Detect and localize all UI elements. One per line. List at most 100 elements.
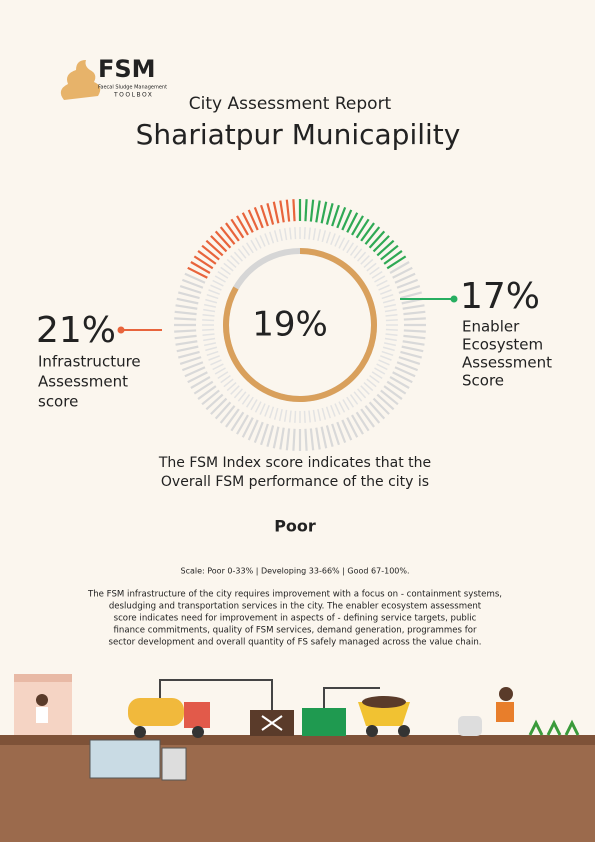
gauge-tick xyxy=(266,203,275,225)
gauge-tick xyxy=(398,356,421,365)
gauge-inner-tick xyxy=(378,359,390,366)
gauge-inner-tick xyxy=(223,378,234,388)
gauge-inner-tick xyxy=(317,228,322,242)
gauge-inner-tick xyxy=(363,381,374,392)
gauge-inner-tick xyxy=(342,239,350,251)
gauge-inner-tick xyxy=(259,403,266,415)
gauge-tick xyxy=(253,206,264,229)
gauge-tick xyxy=(315,427,321,450)
text-line: finance commitments, quality of FSM serv… xyxy=(113,626,477,636)
gauge-inner-tick xyxy=(371,270,383,279)
gauge-tick xyxy=(341,419,353,441)
gauge-tick xyxy=(372,235,390,253)
gauge-inner-tick xyxy=(226,381,237,392)
gauge-tick xyxy=(315,200,321,223)
gauge-inner-tick xyxy=(303,410,306,423)
gauge-inner-tick xyxy=(230,255,240,265)
gauge-tick xyxy=(341,209,353,231)
wheel xyxy=(192,726,204,738)
gauge-inner-tick xyxy=(380,355,392,361)
text-line: The FSM Index score indicates that the xyxy=(158,455,431,471)
gauge-inner-tick xyxy=(381,294,394,300)
gauge-inner-tick xyxy=(254,237,262,249)
gauge-inner-tick xyxy=(356,251,367,262)
gauge-inner-tick xyxy=(208,355,220,361)
gauge-inner-tick xyxy=(206,294,219,300)
gauge-tick xyxy=(389,376,410,389)
gauge-tick xyxy=(241,417,254,438)
gauge-tick xyxy=(197,385,217,400)
gauge-tick xyxy=(175,304,198,310)
logo-brand: TOOLBOX xyxy=(113,92,153,99)
gauge-inner-tick xyxy=(283,409,288,422)
gauge-inner-tick xyxy=(250,239,258,251)
gauge-tick xyxy=(174,310,197,316)
text-line: Enabler xyxy=(462,318,520,336)
gauge-tick xyxy=(247,209,259,231)
gauge-tick xyxy=(230,411,245,432)
gauge-tick xyxy=(403,317,426,321)
gauge-tick xyxy=(351,215,364,236)
gauge-tick xyxy=(401,345,424,353)
gauge-tick xyxy=(205,239,224,257)
gauge-tick xyxy=(197,250,217,265)
gauge-tick xyxy=(174,317,197,321)
gauge-inner-tick xyxy=(346,396,355,408)
gauge-tick xyxy=(201,244,220,261)
gauge-inner-tick xyxy=(259,235,266,247)
gauge xyxy=(174,199,426,451)
gauge-tick xyxy=(376,239,395,257)
gauge-tick xyxy=(178,291,200,300)
gauge-tick xyxy=(398,285,421,294)
gauge-inner-tick xyxy=(233,388,244,399)
gauge-tick xyxy=(190,261,211,274)
gauge-tick xyxy=(380,389,399,406)
gauge-inner-tick xyxy=(346,242,355,254)
gauge-inner-tick xyxy=(312,228,317,241)
gauge-inner-tick xyxy=(210,359,222,366)
gauge-tick xyxy=(364,405,381,424)
gauge-inner-tick xyxy=(378,284,390,291)
gauge-tick xyxy=(325,203,334,225)
logo-text: FSM xyxy=(98,55,156,83)
gauge-inner-tick xyxy=(269,406,275,419)
gauge-inner-tick xyxy=(374,275,386,283)
gauge-tick xyxy=(355,218,370,239)
dump-truck xyxy=(358,702,410,726)
gauge-tick xyxy=(320,201,328,224)
gauge-inner-tick xyxy=(303,227,306,240)
gauge-tick xyxy=(402,340,425,346)
gauge-inner-tick xyxy=(205,298,218,304)
gauge-inner-tick xyxy=(203,308,216,313)
infrastructure-label: Infrastructure Assessment score xyxy=(38,353,141,411)
gauge-tick xyxy=(260,204,269,227)
gauge-inner-tick xyxy=(208,289,220,295)
gauge-tick xyxy=(178,350,200,359)
gauge-tick xyxy=(380,244,399,261)
gauge-inner-tick xyxy=(283,228,288,241)
gauge-inner-tick xyxy=(371,371,383,380)
gauge-inner-tick xyxy=(223,262,234,272)
gauge-tick xyxy=(176,345,199,353)
gauge-tick xyxy=(309,199,315,222)
gauge-tick xyxy=(389,261,410,274)
gauge-inner-tick xyxy=(273,407,279,420)
gauge-tick xyxy=(179,356,202,365)
container xyxy=(302,708,346,736)
gauge-tick xyxy=(325,425,334,447)
gauge-inner-tick xyxy=(241,245,251,256)
gauge-inner-tick xyxy=(220,266,231,276)
logo-icon xyxy=(60,60,101,100)
text-line: score xyxy=(38,393,78,411)
connector-dot xyxy=(117,326,125,334)
gauge-inner-tick xyxy=(360,255,370,265)
gauge-tick xyxy=(394,272,416,284)
gauge-inner-tick xyxy=(385,333,398,336)
gauge-inner-tick xyxy=(334,403,341,415)
gauge-tick xyxy=(386,255,407,270)
gauge-inner-tick xyxy=(217,270,229,279)
gauge-tick xyxy=(396,361,419,372)
gauge-inner-tick xyxy=(206,350,219,356)
gauge-tick xyxy=(392,266,413,279)
gauge-tick xyxy=(279,427,285,450)
